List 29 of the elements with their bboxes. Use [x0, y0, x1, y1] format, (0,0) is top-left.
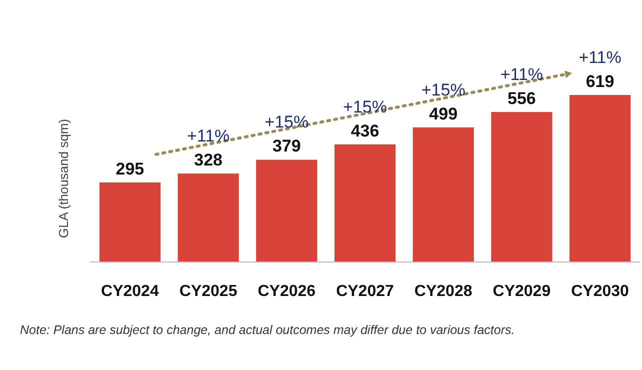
bar [178, 174, 239, 262]
data-label: 436 [350, 121, 380, 140]
x-tick-label: CY2030 [571, 283, 630, 300]
data-label: 556 [508, 88, 536, 108]
x-tick-label: CY2027 [336, 283, 394, 300]
annotation: +11% [500, 64, 544, 84]
text: Note: Plans are subject to change, and actual outcomes may differ due to various factors. [20, 323, 515, 337]
data-label: 379 [272, 136, 301, 156]
annotation: +15% [343, 97, 387, 116]
x-tick-label: CY2026 [258, 283, 316, 300]
data-label: 499 [429, 104, 458, 124]
bar [412, 127, 474, 262]
bar [99, 182, 161, 262]
annotation: +11% [186, 126, 230, 146]
x-tick-label: CY2025 [179, 283, 238, 300]
x-tick-label: CY2029 [492, 283, 551, 300]
x-tick-label: CY2028 [414, 283, 472, 300]
bar [334, 144, 396, 262]
bar [491, 112, 552, 262]
data-label: 295 [116, 159, 144, 178]
data-label: 328 [194, 150, 222, 170]
annotation: +15% [421, 80, 466, 100]
bar [256, 160, 318, 262]
y-axis-title: GLA (thousand sqm) [56, 118, 71, 238]
annotation: +15% [264, 112, 309, 132]
x-tick-label: CY2024 [101, 283, 159, 300]
annotation: +11% [578, 48, 622, 67]
data-label: 619 [586, 72, 614, 91]
bar [569, 95, 631, 262]
